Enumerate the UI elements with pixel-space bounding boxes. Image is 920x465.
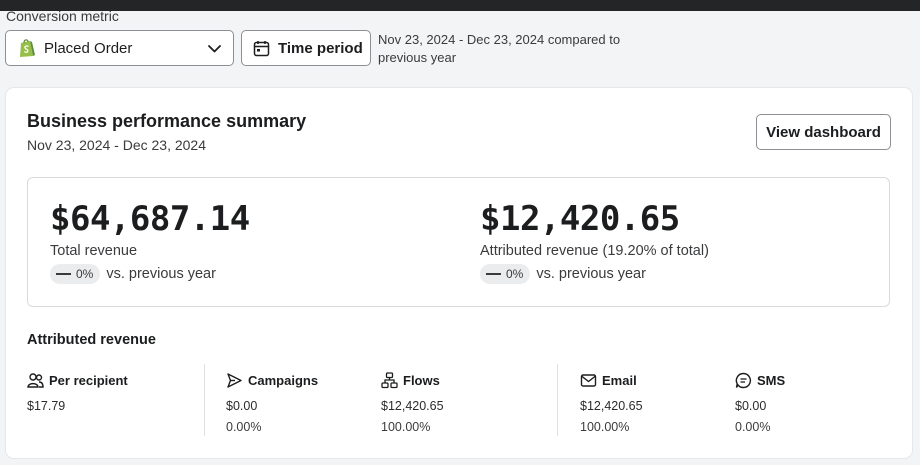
email-column: Email $12,420.65 100.00%	[580, 371, 643, 435]
send-icon	[227, 372, 242, 388]
column-value: $12,420.65	[580, 399, 643, 413]
column-value: $0.00	[226, 399, 258, 413]
time-period-label: Time period	[278, 39, 363, 57]
change-badge: 0%	[50, 264, 101, 284]
column-divider	[557, 364, 558, 436]
column-percent: 0.00%	[735, 420, 771, 434]
column-percent: 100.00%	[580, 420, 630, 434]
column-label: Flows	[403, 372, 440, 388]
people-icon	[27, 372, 44, 388]
card-title: Business performance summary	[27, 111, 307, 131]
card-date-range: Nov 23, 2024 - Dec 23, 2024	[27, 137, 207, 153]
change-badge: 0%	[480, 264, 531, 284]
date-range-description: Nov 23, 2024 - Dec 23, 2024 compared to …	[378, 32, 621, 65]
comparison-text: vs. previous year	[106, 266, 216, 282]
column-value: $12,420.65	[381, 399, 444, 413]
chevron-down-icon	[208, 45, 221, 53]
sms-icon	[735, 372, 752, 388]
conversion-metric-select[interactable]: Placed Order	[5, 30, 234, 66]
total-revenue-value: $64,687.14	[50, 199, 250, 239]
total-revenue-comparison: 0% vs. previous year	[50, 264, 216, 284]
per-recipient-column: Per recipient $17.79	[27, 371, 128, 414]
total-revenue-label: Total revenue	[50, 243, 138, 259]
view-dashboard-button[interactable]: View dashboard	[756, 114, 891, 150]
attributed-revenue-title: Attributed revenue	[27, 332, 156, 348]
campaigns-column: Campaigns $0.00 0.00%	[226, 371, 319, 435]
flow-icon	[381, 371, 398, 388]
column-value: $17.79	[27, 399, 66, 413]
column-divider	[204, 364, 205, 436]
flows-column: Flows $12,420.65 100.00%	[381, 371, 444, 434]
column-value: $0.00	[735, 399, 767, 413]
conversion-metric-value: Placed Order	[44, 39, 133, 57]
time-period-button[interactable]: Time period	[241, 30, 371, 66]
column-percent: 0.00%	[226, 420, 262, 434]
shopify-icon	[20, 39, 35, 57]
sms-column: SMS $0.00 0.00%	[735, 371, 786, 434]
attributed-revenue-comparison: 0% vs. previous year	[480, 264, 646, 284]
dash-icon	[56, 273, 71, 275]
column-label: Email	[602, 372, 637, 388]
column-percent: 100.00%	[381, 420, 431, 434]
business-performance-card: Business performance summary Nov 23, 202…	[6, 88, 912, 458]
attributed-revenue-label: Attributed revenue (19.20% of total)	[480, 243, 709, 259]
mail-icon	[580, 373, 597, 387]
column-label: Per recipient	[49, 372, 128, 388]
comparison-text: vs. previous year	[536, 266, 646, 282]
conversion-metric-label: Conversion metric	[6, 8, 119, 24]
revenue-stats-box: $64,687.14 Total revenue 0% vs. previous…	[27, 177, 890, 307]
change-percent: 0%	[76, 267, 94, 281]
dash-icon	[486, 273, 501, 275]
column-label: Campaigns	[248, 372, 319, 388]
attributed-revenue-value: $12,420.65	[480, 199, 680, 239]
column-label: SMS	[757, 372, 786, 388]
top-bar	[0, 0, 920, 11]
change-percent: 0%	[506, 267, 524, 281]
calendar-icon	[253, 40, 270, 56]
